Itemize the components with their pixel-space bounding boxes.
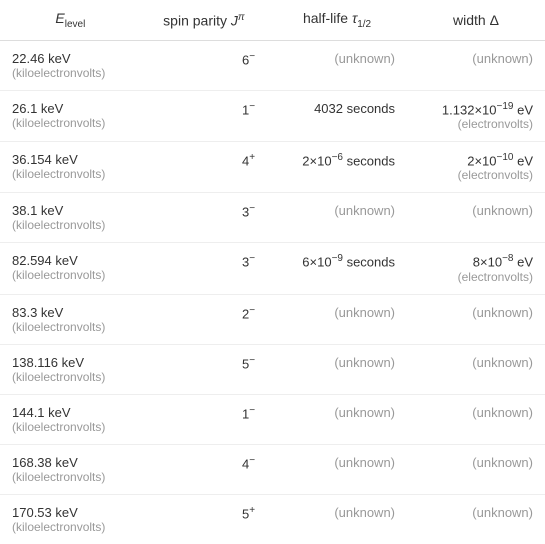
energy-cell: 83.3 keV(kiloelectronvolts) [0,294,141,344]
table-body: 22.46 keV(kiloelectronvolts)6−(unknown)(… [0,40,545,543]
energy-unit: (kiloelectronvolts) [12,370,129,384]
halflife-cell: (unknown) [267,344,407,394]
spin-parity: − [249,203,255,214]
energy-unit: (kiloelectronvolts) [12,268,129,282]
spin-parity: + [249,152,255,163]
energy-unit: (kiloelectronvolts) [12,116,129,130]
energy-value: 138.116 keV [12,355,84,370]
spin-cell: 3− [141,193,267,243]
spin-cell: 1− [141,394,267,444]
energy-value: 22.46 keV [12,51,71,66]
energy-value: 83.3 keV [12,305,63,320]
energy-cell: 36.154 keV(kiloelectronvolts) [0,142,141,193]
spin-cell: 3− [141,243,267,294]
header-width: width Δ [407,0,545,40]
halflife-cell: 6×10−9 seconds [267,243,407,294]
width-cell: 1.132×10−19 eV(electronvolts) [407,90,545,141]
spin-parity: − [249,355,255,366]
halflife-cell: (unknown) [267,494,407,544]
energy-levels-table: Elevel spin parity Jπ half-life τ1/2 wid… [0,0,545,544]
spin-parity: − [249,253,255,264]
table-row: 138.116 keV(kiloelectronvolts)5−(unknown… [0,344,545,394]
table-row: 83.3 keV(kiloelectronvolts)2−(unknown)(u… [0,294,545,344]
spin-cell: 5− [141,344,267,394]
spin-parity: − [249,51,255,62]
header-energy: Elevel [0,0,141,40]
energy-cell: 22.46 keV(kiloelectronvolts) [0,40,141,90]
table-row: 22.46 keV(kiloelectronvolts)6−(unknown)(… [0,40,545,90]
table-row: 170.53 keV(kiloelectronvolts)5+(unknown)… [0,494,545,544]
energy-cell: 170.53 keV(kiloelectronvolts) [0,494,141,544]
spin-cell: 2− [141,294,267,344]
table-row: 82.594 keV(kiloelectronvolts)3−6×10−9 se… [0,243,545,294]
width-cell: (unknown) [407,394,545,444]
spin-parity: + [249,505,255,516]
energy-value: 38.1 keV [12,203,63,218]
width-cell: (unknown) [407,444,545,494]
width-cell: (unknown) [407,40,545,90]
energy-unit: (kiloelectronvolts) [12,167,129,181]
energy-value: 168.38 keV [12,455,78,470]
energy-value: 170.53 keV [12,505,78,520]
width-cell: (unknown) [407,193,545,243]
spin-cell: 5+ [141,494,267,544]
table-row: 36.154 keV(kiloelectronvolts)4+2×10−6 se… [0,142,545,193]
energy-cell: 168.38 keV(kiloelectronvolts) [0,444,141,494]
spin-parity: − [249,305,255,316]
energy-unit: (kiloelectronvolts) [12,420,129,434]
spin-cell: 4+ [141,142,267,193]
width-cell: (unknown) [407,344,545,394]
energy-value: 144.1 keV [12,405,71,420]
energy-unit: (kiloelectronvolts) [12,470,129,484]
energy-unit: (kiloelectronvolts) [12,520,129,534]
spin-cell: 4− [141,444,267,494]
halflife-cell: (unknown) [267,294,407,344]
spin-parity: − [249,405,255,416]
width-unit: (electronvolts) [419,168,533,182]
energy-unit: (kiloelectronvolts) [12,66,129,80]
header-spin: spin parity Jπ [141,0,267,40]
width-cell: 2×10−10 eV(electronvolts) [407,142,545,193]
energy-value: 36.154 keV [12,152,78,167]
table-header-row: Elevel spin parity Jπ half-life τ1/2 wid… [0,0,545,40]
halflife-cell: 4032 seconds [267,90,407,141]
table-row: 26.1 keV(kiloelectronvolts)1−4032 second… [0,90,545,141]
width-unit: (electronvolts) [419,117,533,131]
energy-cell: 82.594 keV(kiloelectronvolts) [0,243,141,294]
halflife-cell: 2×10−6 seconds [267,142,407,193]
spin-parity: − [249,101,255,112]
halflife-cell: (unknown) [267,394,407,444]
energy-cell: 26.1 keV(kiloelectronvolts) [0,90,141,141]
table-row: 168.38 keV(kiloelectronvolts)4−(unknown)… [0,444,545,494]
halflife-cell: (unknown) [267,193,407,243]
spin-cell: 6− [141,40,267,90]
energy-value: 26.1 keV [12,101,63,116]
table-row: 38.1 keV(kiloelectronvolts)3−(unknown)(u… [0,193,545,243]
energy-cell: 38.1 keV(kiloelectronvolts) [0,193,141,243]
energy-value: 82.594 keV [12,253,78,268]
width-cell: (unknown) [407,294,545,344]
spin-parity: − [249,455,255,466]
spin-cell: 1− [141,90,267,141]
energy-unit: (kiloelectronvolts) [12,320,129,334]
energy-cell: 138.116 keV(kiloelectronvolts) [0,344,141,394]
header-halflife: half-life τ1/2 [267,0,407,40]
halflife-cell: (unknown) [267,40,407,90]
width-unit: (electronvolts) [419,270,533,284]
energy-unit: (kiloelectronvolts) [12,218,129,232]
width-cell: (unknown) [407,494,545,544]
width-cell: 8×10−8 eV(electronvolts) [407,243,545,294]
halflife-cell: (unknown) [267,444,407,494]
energy-cell: 144.1 keV(kiloelectronvolts) [0,394,141,444]
table-row: 144.1 keV(kiloelectronvolts)1−(unknown)(… [0,394,545,444]
